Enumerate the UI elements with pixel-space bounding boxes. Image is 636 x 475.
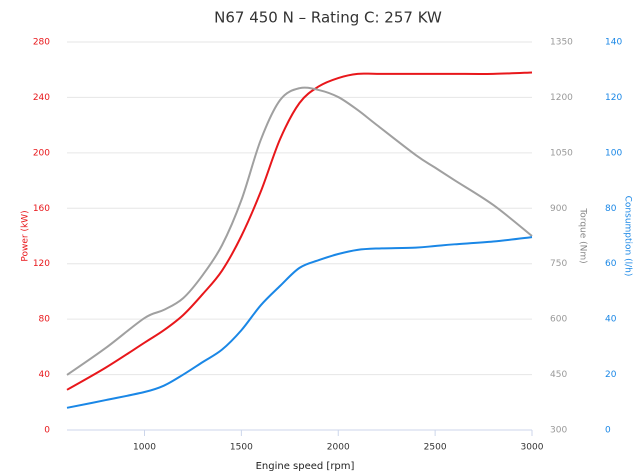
- x-tick-label: 3000: [521, 443, 544, 453]
- y3-tick-label: 0: [605, 426, 611, 436]
- y-tick-label: 40: [39, 370, 51, 380]
- data-line: [66, 236, 533, 409]
- y-tick-label: 200: [33, 148, 50, 158]
- y3-tick-label: 80: [605, 204, 617, 214]
- y2-tick-label: 900: [550, 204, 567, 214]
- y-tick-label: 280: [33, 38, 50, 48]
- x-tick-label: 2000: [327, 443, 350, 453]
- y-axis-title: Power (kW): [21, 210, 31, 261]
- y3-tick-label: 120: [605, 93, 622, 103]
- y2-tick-label: 1200: [550, 93, 573, 103]
- y-tick-label: 160: [33, 204, 50, 214]
- y2-tick-label: 1350: [550, 38, 573, 48]
- chart-title: N67 450 N – Rating C: 257 KW: [214, 9, 442, 27]
- y2-tick-label: 750: [550, 259, 567, 269]
- y-tick-label: 0: [44, 426, 50, 436]
- x-tick-label: 2500: [424, 443, 447, 453]
- y3-tick-label: 140: [605, 38, 622, 48]
- y3-tick-label: 100: [605, 148, 622, 158]
- y-tick-label: 120: [33, 259, 50, 269]
- y-tick-label: 240: [33, 93, 50, 103]
- y2-tick-label: 600: [550, 315, 567, 325]
- x-tick-label: 1000: [133, 443, 156, 453]
- y-tick-label: 80: [39, 315, 51, 325]
- y3-tick-label: 40: [605, 315, 617, 325]
- y3-tick-label: 60: [605, 259, 617, 269]
- data-line: [66, 86, 533, 376]
- x-axis-title: Engine speed [rpm]: [256, 461, 355, 472]
- y3-tick-label: 20: [605, 370, 617, 380]
- y2-tick-label: 1050: [550, 148, 573, 158]
- y2-tick-label: 300: [550, 426, 567, 436]
- data-line: [66, 71, 533, 391]
- x-tick-label: 1500: [230, 443, 253, 453]
- y2-axis-title: Torque (Nm): [578, 207, 588, 263]
- y3-axis-title: Consumption (l/h): [623, 196, 633, 277]
- y2-tick-label: 450: [550, 370, 567, 380]
